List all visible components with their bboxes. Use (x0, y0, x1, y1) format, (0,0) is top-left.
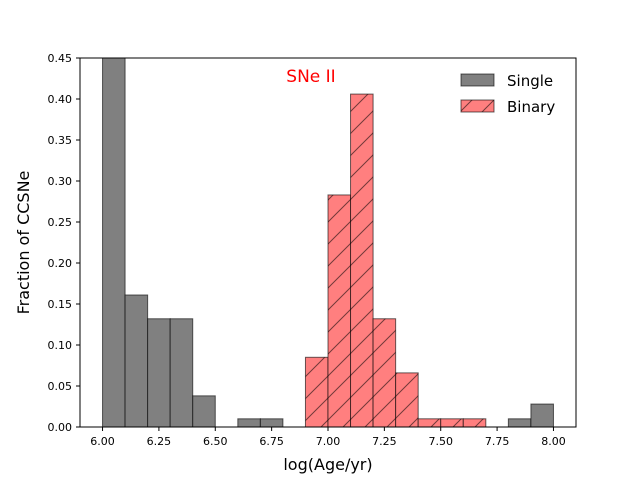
x-tick-label: 8.00 (541, 435, 566, 448)
x-tick-label: 6.75 (259, 435, 284, 448)
binary-bar-hatch-16 (463, 418, 486, 427)
binary-bar-hatch-15 (440, 418, 464, 427)
x-tick-label: 6.50 (203, 435, 228, 448)
y-tick-label: 0.30 (48, 175, 73, 188)
single-bar-6 (237, 418, 261, 427)
x-tick-label: 7.75 (485, 435, 510, 448)
legend-swatch-binary-hatch (461, 100, 494, 112)
single-bar-19 (530, 403, 554, 427)
y-axis-ticks: 0.00 0.05 0.10 0.15 0.20 0.25 0.30 0.35 0.40 0.45 (48, 52, 80, 434)
single-bar-1 (124, 294, 149, 427)
binary-bar-hatch-10 (328, 194, 351, 427)
single-bars (102, 58, 554, 427)
binary-bar-hatch-13 (395, 372, 419, 427)
legend: Single Binary (460, 72, 555, 116)
x-tick-label: 7.50 (428, 435, 453, 448)
binary-bar-hatch-14 (418, 418, 441, 427)
single-bar-3 (169, 318, 194, 427)
y-tick-label: 0.25 (48, 216, 73, 229)
single-bar-4 (192, 395, 216, 427)
x-tick-label: 6.25 (147, 435, 172, 448)
x-tick-label: 7.00 (316, 435, 341, 448)
binary-bar-hatch-11 (350, 94, 374, 427)
y-tick-label: 0.40 (48, 93, 73, 106)
binary-bar-hatch-9 (305, 357, 328, 427)
binary-bars (304, 93, 487, 427)
single-bar-2 (147, 318, 171, 427)
legend-label-binary: Binary (507, 98, 555, 116)
x-axis-label: log(Age/yr) (283, 455, 372, 474)
y-tick-label: 0.15 (48, 298, 73, 311)
single-bar-7 (259, 418, 284, 427)
legend-label-single: Single (507, 72, 553, 90)
x-axis-ticks: 6.00 6.25 6.50 6.75 7.00 7.25 7.50 7.75 8.00 (90, 427, 566, 448)
chart-annotation: SNe II (286, 67, 335, 87)
y-axis-label: Fraction of CCSNe (14, 171, 33, 315)
y-tick-label: 0.35 (48, 134, 73, 147)
y-tick-label: 0.05 (48, 380, 73, 393)
x-tick-label: 7.25 (372, 435, 397, 448)
binary-bar-hatch-12 (373, 318, 396, 427)
y-tick-label: 0.00 (48, 421, 73, 434)
y-tick-label: 0.20 (48, 257, 73, 270)
single-bar-0 (102, 58, 126, 427)
y-tick-label: 0.10 (48, 339, 73, 352)
x-tick-label: 6.00 (90, 435, 115, 448)
single-bar-18 (507, 418, 532, 427)
y-tick-label: 0.45 (48, 52, 73, 65)
legend-swatch-single (460, 73, 495, 87)
